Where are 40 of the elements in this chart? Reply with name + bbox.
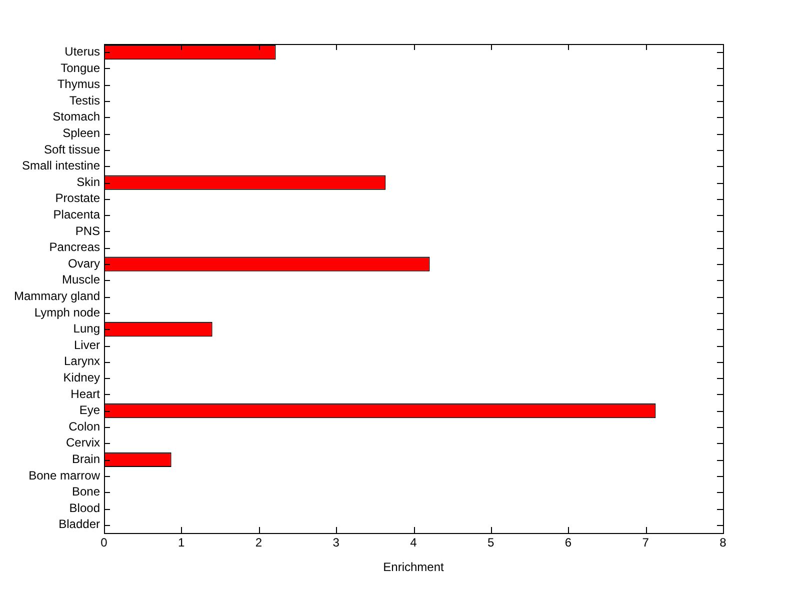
x-tick-label: 2	[255, 536, 262, 550]
x-tick-label: 6	[564, 536, 572, 550]
y-tick-label: Colon	[68, 419, 100, 434]
y-tick-label: Brain	[72, 452, 100, 466]
y-tick-label: Bone marrow	[28, 468, 100, 482]
y-tick-label: Eye	[79, 403, 100, 418]
y-tick-label: Lung	[73, 322, 100, 336]
y-tick-label: Spleen	[62, 126, 100, 140]
x-tick-label: 8	[720, 536, 727, 550]
y-tick-label: Stomach	[52, 110, 100, 124]
y-tick-label: Bladder	[58, 517, 100, 532]
y-tick-label: PNS	[75, 224, 100, 238]
x-axis-title: Enrichment	[383, 560, 445, 574]
y-tick-label: Ovary	[68, 256, 100, 270]
y-tick-label: Mammary gland	[14, 288, 100, 303]
y-tick-label: Muscle	[62, 272, 100, 287]
x-tick-label: 4	[410, 536, 418, 550]
y-tick-label: Prostate	[55, 191, 100, 206]
x-tick-label: 1	[178, 536, 186, 550]
y-tick-label: Kidney	[63, 370, 100, 384]
y-tick-label: Soft tissue	[44, 142, 100, 156]
x-tick-label: 5	[488, 536, 495, 550]
y-tick-label: Small intestine	[22, 158, 100, 173]
y-tick-label: Bone	[72, 484, 100, 499]
x-tick-label: 3	[332, 536, 340, 550]
y-tick-label: Pancreas	[49, 240, 100, 254]
y-tick-label: Lymph node	[34, 305, 100, 320]
y-tick-label: Placenta	[53, 207, 100, 222]
y-tick-label: Heart	[70, 386, 101, 401]
y-tick-label: Tongue	[60, 60, 100, 75]
x-tick-label: 7	[642, 536, 650, 550]
y-tick-label: Testis	[69, 93, 100, 108]
y-tick-label: Larynx	[64, 354, 100, 368]
y-tick-label: Uterus	[64, 44, 100, 58]
x-tick-label: 0	[100, 536, 108, 550]
y-tick-label: Skin	[76, 174, 100, 189]
y-tick-label: Thymus	[57, 77, 100, 92]
y-tick-label: Cervix	[66, 436, 100, 450]
y-tick-label: Blood	[69, 500, 100, 515]
y-tick-label: Liver	[74, 338, 100, 352]
